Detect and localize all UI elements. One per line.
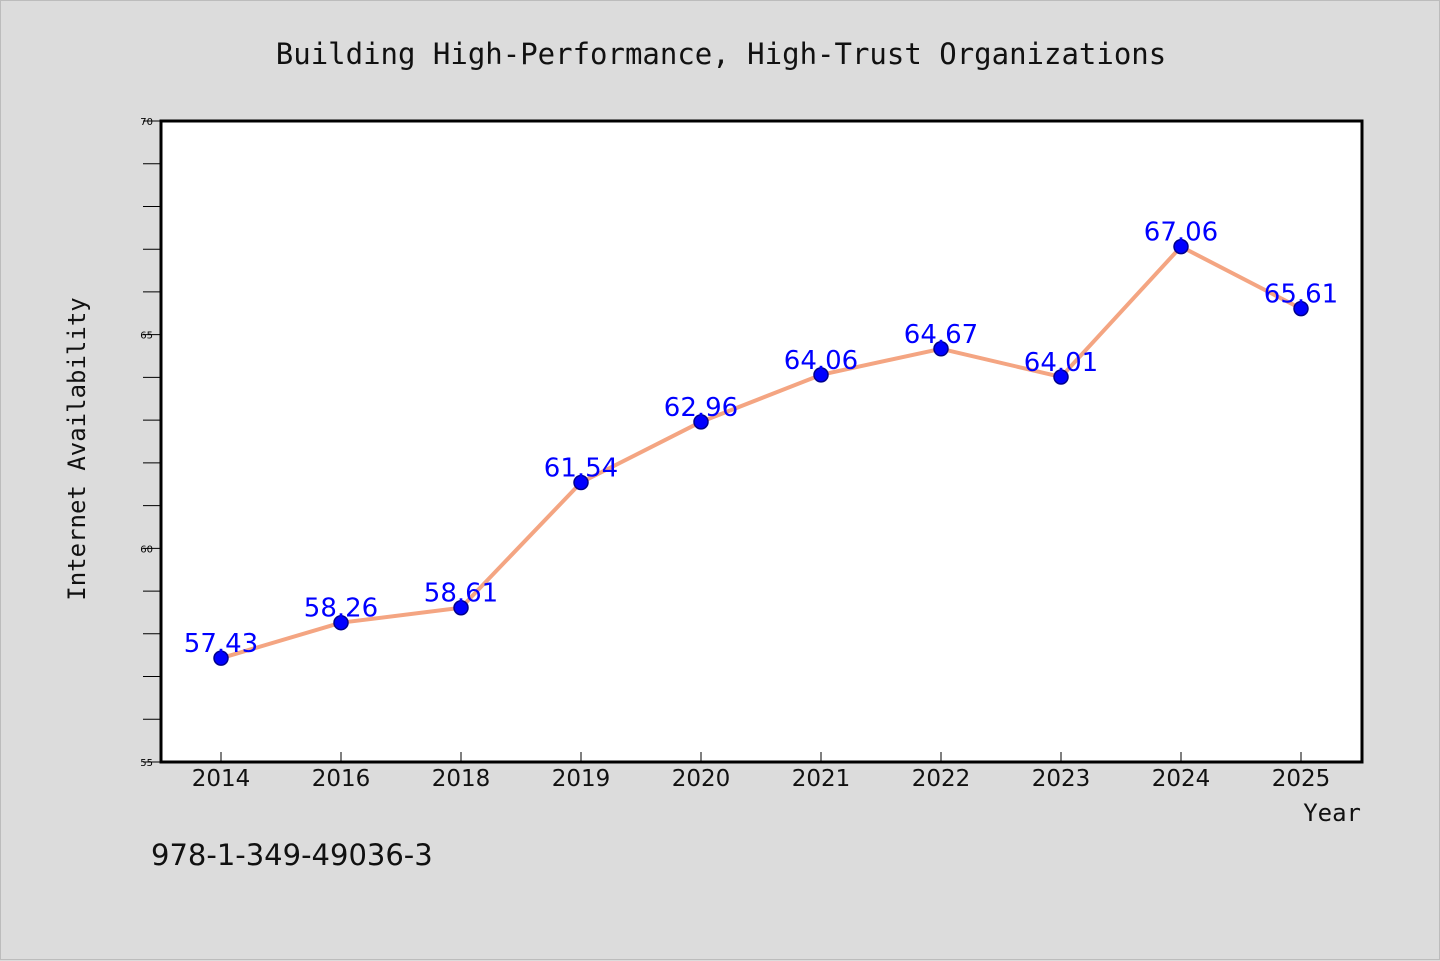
data-label: 67.06 <box>1144 218 1218 248</box>
x-tick-label: 2021 <box>792 766 851 792</box>
data-label: 58.26 <box>304 594 378 624</box>
x-tick-label: 2025 <box>1272 766 1331 792</box>
data-point <box>1173 238 1189 255</box>
data-label: 57.43 <box>184 629 258 659</box>
x-tick-label: 2018 <box>432 766 491 792</box>
data-point <box>1293 300 1309 317</box>
chart-title: Building High-Performance, High-Trust Or… <box>276 37 1166 71</box>
data-point <box>933 341 949 357</box>
data-label: 64.01 <box>1024 348 1098 378</box>
y-tick-label: 65 <box>140 331 153 342</box>
x-tick-label: 2022 <box>912 766 971 792</box>
data-point <box>333 614 349 631</box>
data-label: 65.61 <box>1264 280 1338 310</box>
x-axis-label: Year <box>1303 799 1361 827</box>
x-tick-label: 2023 <box>1032 766 1091 792</box>
data-point <box>813 367 829 383</box>
data-point <box>213 650 229 666</box>
data-point <box>693 414 709 430</box>
data-label: 61.54 <box>544 454 618 484</box>
data-labels: 57.43 58.26 58.61 61.54 62.96 64.06 64.67 64.01… <box>184 218 1338 660</box>
y-axis-label: Internet Availability <box>63 297 91 600</box>
data-label: 64.67 <box>904 320 978 350</box>
x-tick-label: 2020 <box>672 766 731 792</box>
y-tick-label: 70 <box>140 117 153 128</box>
data-point <box>573 474 589 491</box>
data-point <box>1053 369 1069 385</box>
data-label: 64.06 <box>784 346 858 376</box>
data-label: 62.96 <box>664 393 738 423</box>
y-axis-ticks: 55 60 65 70 <box>140 117 161 769</box>
x-tick-label: 2014 <box>192 766 251 792</box>
plot-area <box>159 119 1364 764</box>
x-tick-label: 2024 <box>1152 766 1211 792</box>
series-line <box>220 244 1302 661</box>
isbn-footer: 978-1-349-49036-3 <box>151 838 433 872</box>
x-tick-label: 2016 <box>312 766 371 792</box>
series-group <box>213 238 1309 666</box>
data-label: 58.61 <box>424 579 498 609</box>
x-axis-ticks: 2014 2016 2018 2019 2020 2021 2022 2023 2024 2025 <box>192 752 1331 792</box>
y-tick-label: 60 <box>140 544 153 555</box>
data-point <box>453 599 469 616</box>
x-tick-label: 2019 <box>552 766 611 792</box>
y-tick-label: 55 <box>140 758 153 769</box>
